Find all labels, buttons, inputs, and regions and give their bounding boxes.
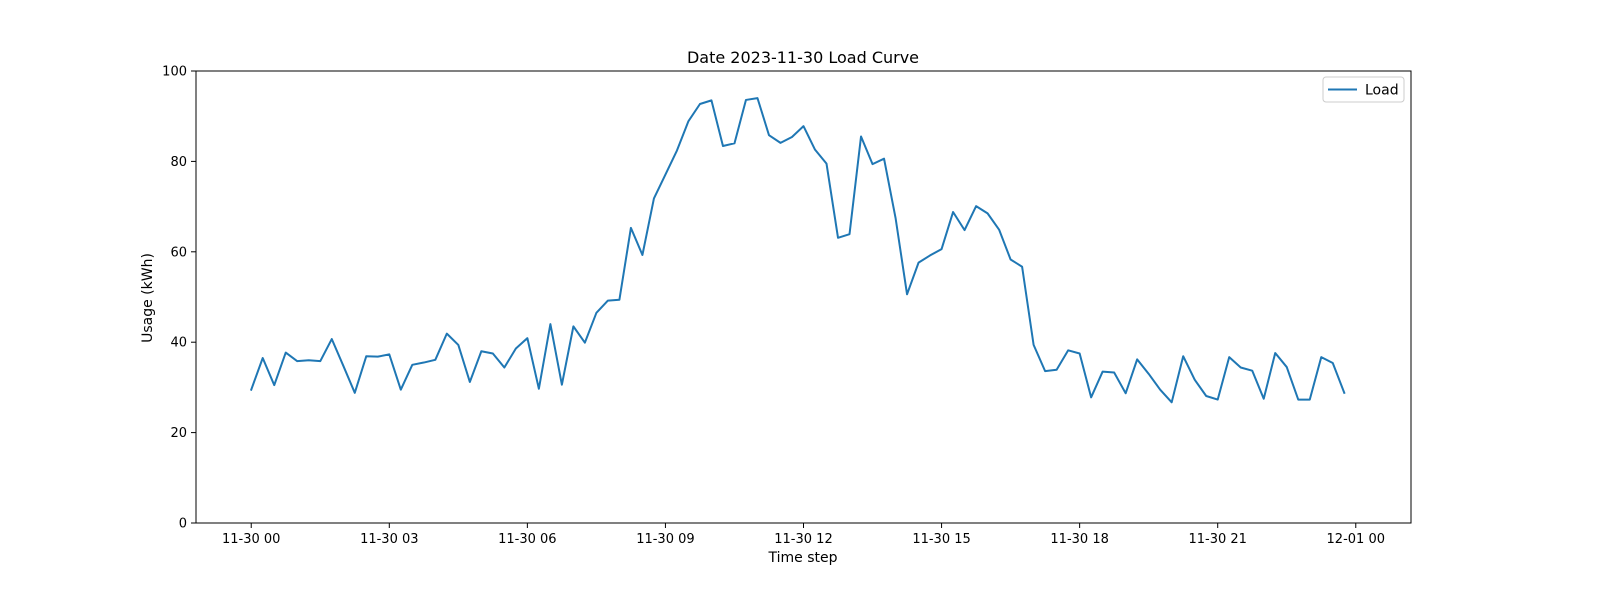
plot-frame bbox=[195, 70, 1412, 524]
series-line-load bbox=[249, 97, 1346, 404]
y-tick-label: 20 bbox=[170, 426, 187, 441]
y-tick-label: 0 bbox=[179, 517, 187, 532]
legend-box bbox=[1322, 76, 1405, 103]
x-tick-label: 11-30 18 bbox=[1050, 532, 1108, 547]
x-tick-label: 11-30 15 bbox=[912, 532, 970, 547]
x-tick-label: 11-30 06 bbox=[498, 532, 556, 547]
y-tick-label: 100 bbox=[162, 65, 187, 80]
y-axis-label: Usage (kWh) bbox=[140, 253, 156, 343]
x-tick-label: 11-30 09 bbox=[636, 532, 694, 547]
x-axis-label: Time step bbox=[768, 550, 838, 566]
y-tick-label: 60 bbox=[170, 245, 187, 260]
x-tick-label: 11-30 00 bbox=[222, 532, 280, 547]
x-tick-label: 11-30 03 bbox=[360, 532, 418, 547]
x-axis: 11-30 00 11-30 03 11-30 06 11-30 09 11-30 12… bbox=[222, 523, 1385, 547]
x-tick-label: 11-30 12 bbox=[774, 532, 832, 547]
y-tick-label: 80 bbox=[170, 155, 187, 170]
chart-title: Date 2023-11-30 Load Curve bbox=[687, 48, 919, 67]
y-axis: 0 20 40 60 80 100 bbox=[162, 65, 196, 532]
plot-area bbox=[195, 70, 1412, 524]
legend-label-load: Load bbox=[1365, 83, 1399, 99]
x-tick-label: 11-30 21 bbox=[1188, 532, 1246, 547]
y-tick-label: 40 bbox=[170, 336, 187, 351]
legend: Load bbox=[1322, 76, 1405, 103]
x-tick-label: 12-01 00 bbox=[1327, 532, 1385, 547]
